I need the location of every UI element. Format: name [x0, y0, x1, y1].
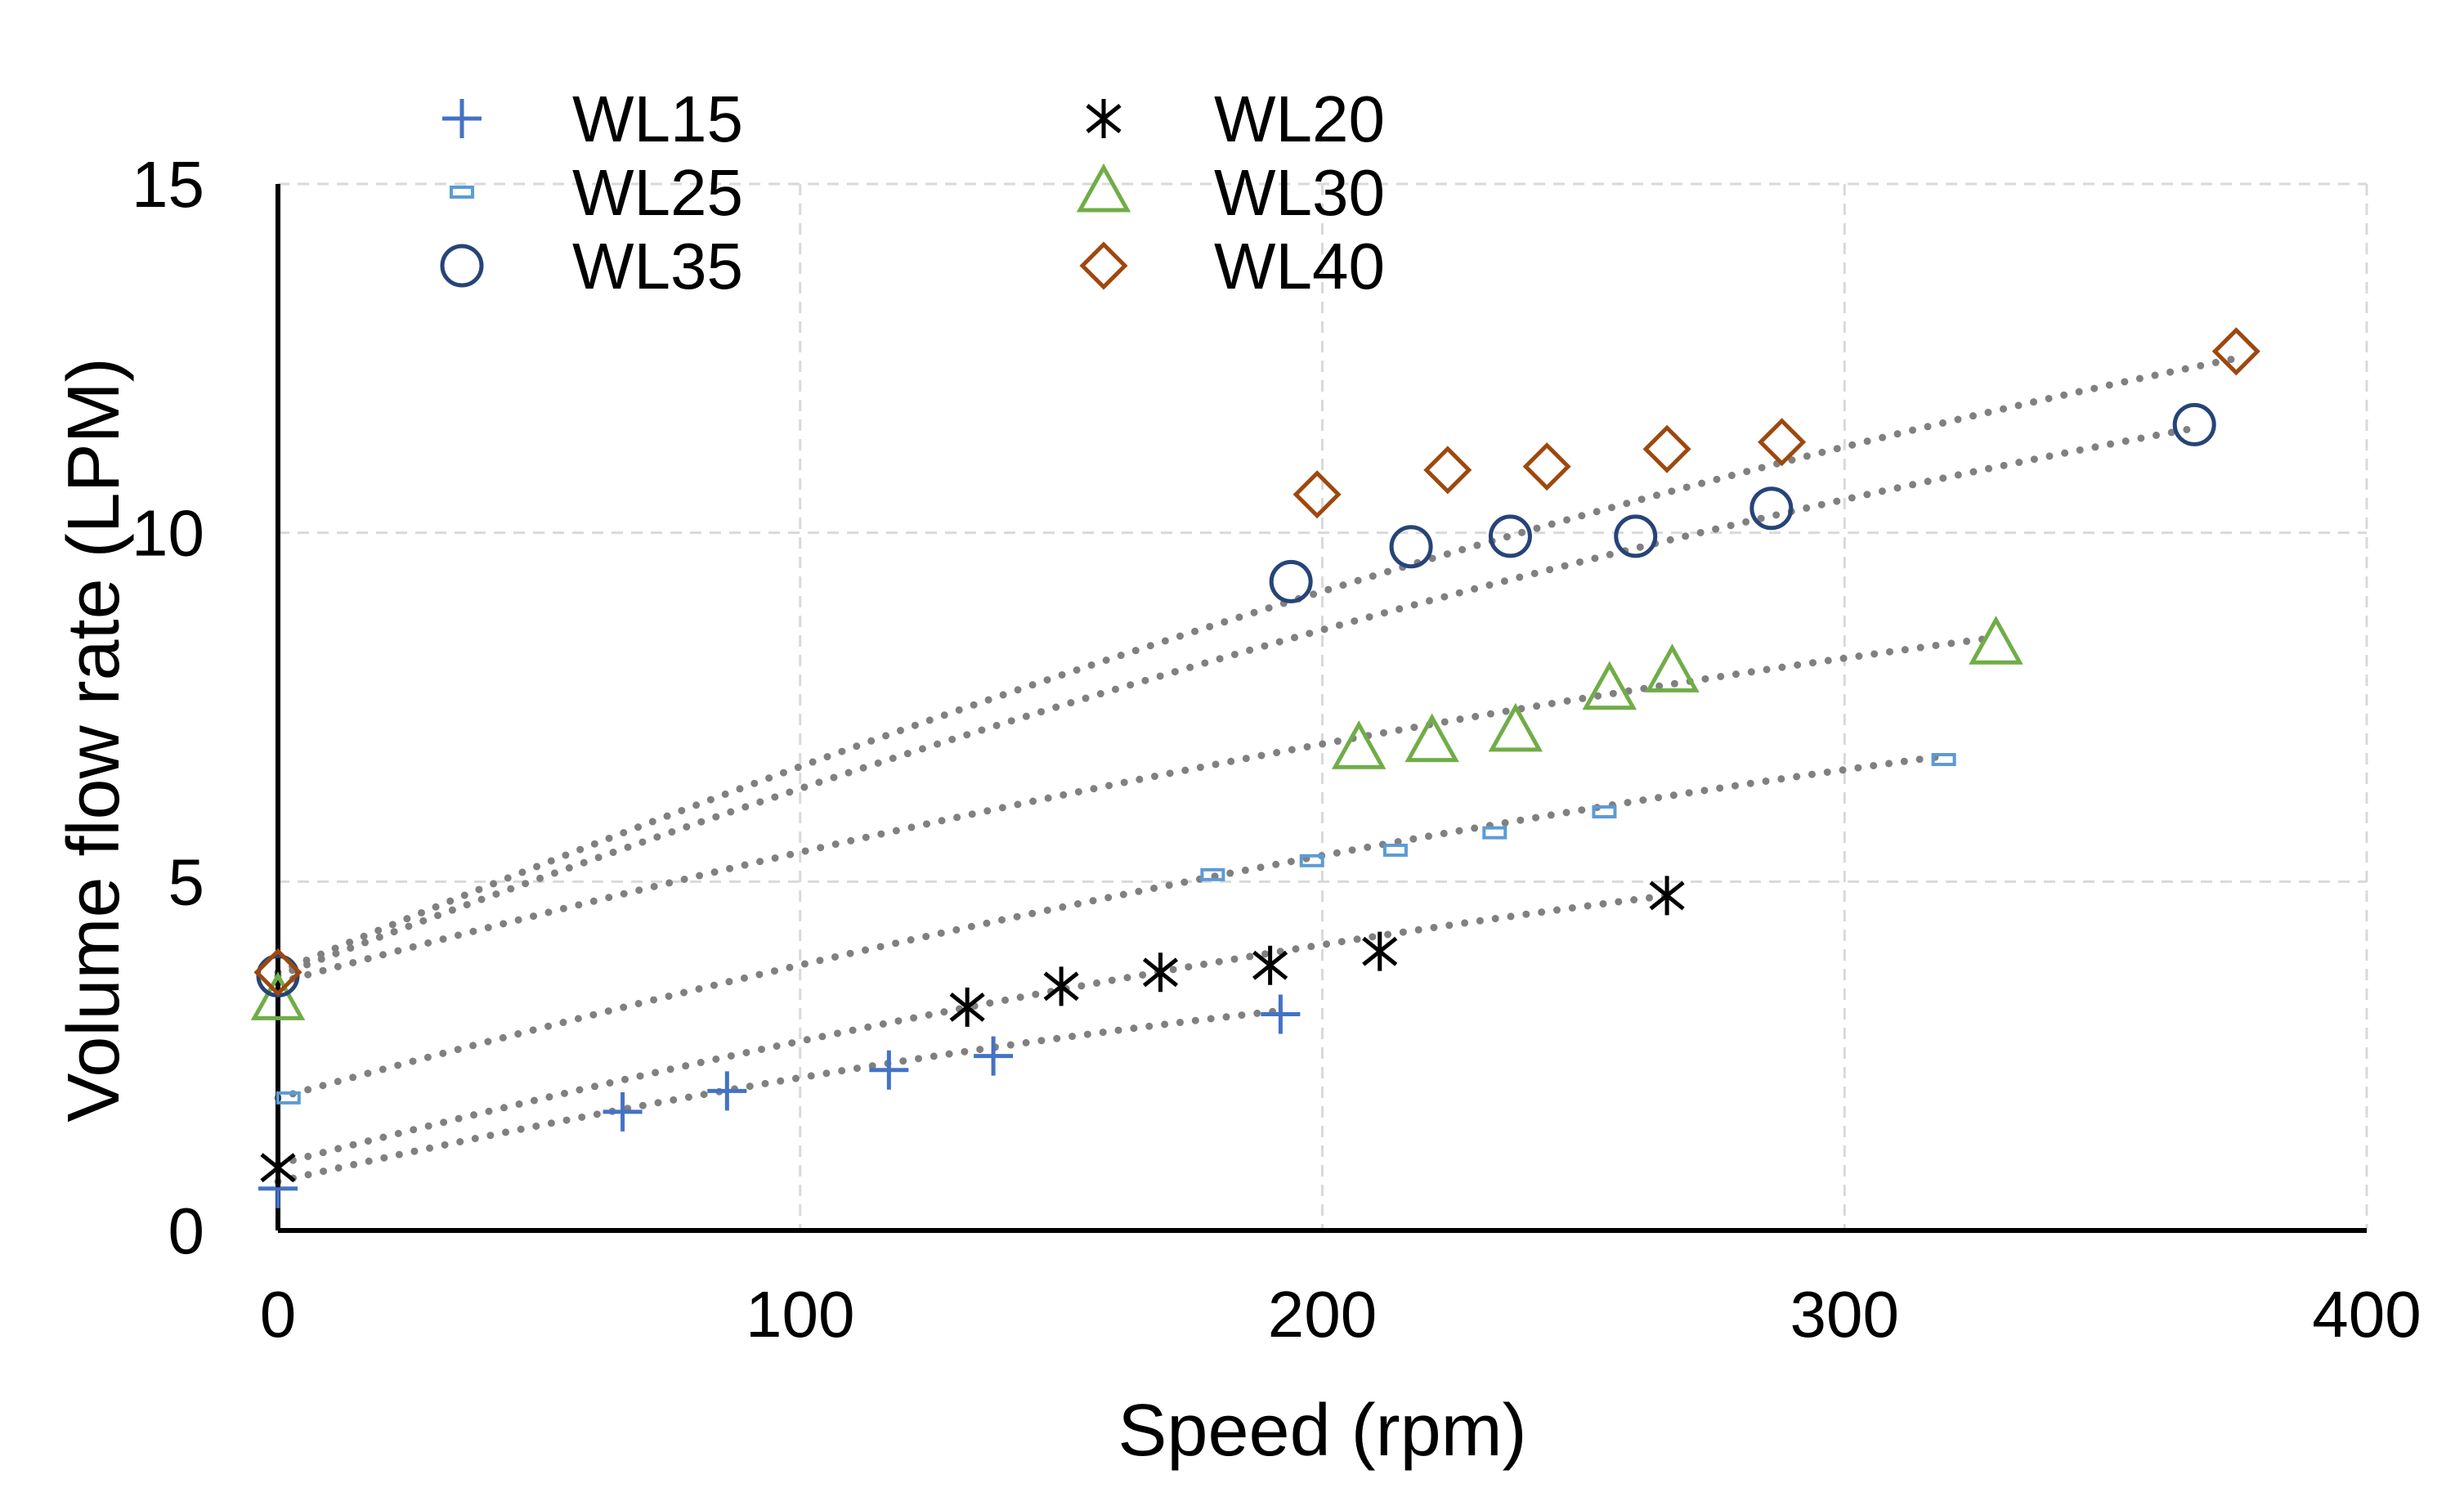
point-wl35-5	[1749, 486, 1794, 531]
point-wl15-5	[1261, 994, 1301, 1034]
trendline-wl25	[274, 752, 1948, 1102]
legend-label-wl25: WL25	[572, 156, 743, 229]
point-wl35-6	[2172, 402, 2216, 446]
point-wl25-2	[1299, 854, 1324, 867]
point-wl40-0	[253, 948, 302, 997]
point-wl15-2	[707, 1071, 747, 1111]
x-tick-label-300: 300	[1790, 1278, 1899, 1351]
point-wl40-6	[2211, 327, 2260, 376]
data-points	[250, 327, 2260, 1208]
legend-marker-wl15	[442, 99, 482, 138]
legend-marker-wl25	[450, 186, 474, 199]
point-wl25-4	[1482, 826, 1508, 840]
y-tick-label-10: 10	[132, 497, 204, 570]
point-wl20-0	[260, 1148, 296, 1188]
legend-item-wl25: WL25	[450, 156, 743, 229]
point-wl25-5	[1592, 805, 1617, 818]
legend-item-wl20: WL20	[1086, 83, 1385, 155]
trendline-wl35	[274, 424, 2198, 979]
trendline-wl20	[274, 891, 1671, 1168]
y-tick-label-15: 15	[132, 148, 204, 221]
point-wl40-4	[1642, 424, 1691, 473]
x-tick-label-400: 400	[2312, 1278, 2421, 1351]
x-tick-label-100: 100	[746, 1278, 854, 1351]
point-wl30-6	[1969, 616, 2023, 665]
legend-label-wl35: WL35	[572, 230, 743, 303]
point-wl15-4	[974, 1036, 1014, 1076]
axes	[276, 184, 2367, 1233]
trendlines	[274, 354, 2240, 1185]
point-wl15-3	[869, 1050, 909, 1090]
point-wl35-3	[1488, 514, 1532, 558]
point-wl20-5	[1362, 931, 1398, 971]
point-wl30-4	[1582, 661, 1637, 710]
point-wl25-0	[276, 1091, 301, 1105]
legend: WL15 WL20 WL25 WL30 WL35 WL40	[440, 83, 1385, 303]
legend-marker-wl30	[1076, 163, 1131, 213]
point-wl20-2	[1043, 966, 1079, 1006]
x-tick-label-200: 200	[1268, 1278, 1377, 1351]
point-wl30-2	[1404, 713, 1459, 763]
point-wl35-1	[1269, 559, 1313, 603]
legend-item-wl30: WL30	[1076, 156, 1385, 229]
point-wl35-4	[1614, 514, 1658, 558]
legend-label-wl40: WL40	[1214, 230, 1385, 303]
legend-label-wl30: WL30	[1214, 156, 1385, 229]
legend-item-wl35: WL35	[440, 230, 743, 303]
point-wl20-3	[1142, 952, 1179, 993]
legend-item-wl15: WL15	[442, 83, 743, 155]
point-wl25-3	[1382, 843, 1408, 857]
legend-item-wl40: WL40	[1079, 230, 1385, 303]
y-axis-title: Volume flow rate (LPM)	[53, 357, 135, 1122]
x-tick-label-0: 0	[260, 1278, 297, 1351]
legend-label-wl20: WL20	[1214, 83, 1385, 155]
trendline-wl40	[274, 354, 2240, 976]
point-wl40-1	[1292, 470, 1342, 519]
point-wl30-1	[1331, 720, 1387, 769]
trendline-wl15	[274, 1006, 1284, 1185]
point-wl20-6	[1649, 876, 1685, 916]
trendline-wl30	[274, 634, 2000, 987]
point-wl30-0	[250, 971, 306, 1020]
point-wl20-4	[1252, 945, 1288, 985]
point-wl30-5	[1645, 643, 1700, 692]
point-wl20-1	[949, 987, 985, 1027]
tick-labels: 0 100 200 300 400 0 5 10 15	[132, 148, 2421, 1351]
legend-marker-wl20	[1086, 99, 1122, 138]
legend-label-wl15: WL15	[572, 83, 743, 155]
legend-marker-wl40	[1079, 241, 1128, 290]
point-wl30-3	[1488, 702, 1543, 752]
point-wl40-2	[1423, 446, 1472, 495]
grid	[278, 182, 2368, 1230]
point-wl15-1	[603, 1091, 643, 1132]
point-wl40-3	[1522, 442, 1571, 491]
y-tick-label-0: 0	[168, 1194, 205, 1267]
y-tick-label-5: 5	[168, 845, 205, 918]
point-wl35-2	[1389, 525, 1433, 569]
x-axis-title: Speed (rpm)	[1118, 1390, 1526, 1472]
legend-marker-wl35	[440, 244, 484, 288]
point-wl25-1	[1200, 867, 1225, 881]
point-wl25-6	[1931, 753, 1956, 766]
point-wl40-5	[1758, 418, 1807, 467]
